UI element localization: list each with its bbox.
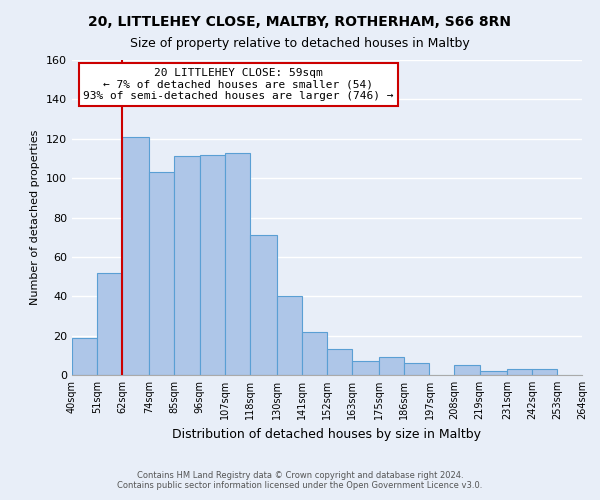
Bar (455, 365, 479, 375)
Bar (277, 296, 302, 375)
Text: 20 LITTLEHEY CLOSE: 59sqm
← 7% of detached houses are smaller (54)
93% of semi-d: 20 LITTLEHEY CLOSE: 59sqm ← 7% of detach… (83, 68, 394, 101)
X-axis label: Distribution of detached houses by size in Maltby: Distribution of detached houses by size … (173, 428, 482, 440)
Text: 20, LITTLEHEY CLOSE, MALTBY, ROTHERHAM, S66 8RN: 20, LITTLEHEY CLOSE, MALTBY, ROTHERHAM, … (89, 15, 511, 29)
Bar (199, 154, 224, 375)
Bar (404, 363, 430, 375)
Bar (379, 358, 404, 375)
Bar (97, 272, 122, 375)
Bar (479, 371, 507, 375)
Bar (149, 172, 175, 375)
Bar (327, 350, 352, 375)
Bar (532, 369, 557, 375)
Bar (122, 137, 149, 375)
Bar (352, 361, 379, 375)
Bar (175, 156, 199, 375)
Text: Contains HM Land Registry data © Crown copyright and database right 2024.
Contai: Contains HM Land Registry data © Crown c… (118, 470, 482, 490)
Bar (302, 332, 327, 375)
Bar (72, 338, 97, 375)
Bar (224, 152, 250, 375)
Bar (507, 369, 532, 375)
Text: Size of property relative to detached houses in Maltby: Size of property relative to detached ho… (130, 38, 470, 51)
Bar (250, 235, 277, 375)
Y-axis label: Number of detached properties: Number of detached properties (31, 130, 40, 305)
